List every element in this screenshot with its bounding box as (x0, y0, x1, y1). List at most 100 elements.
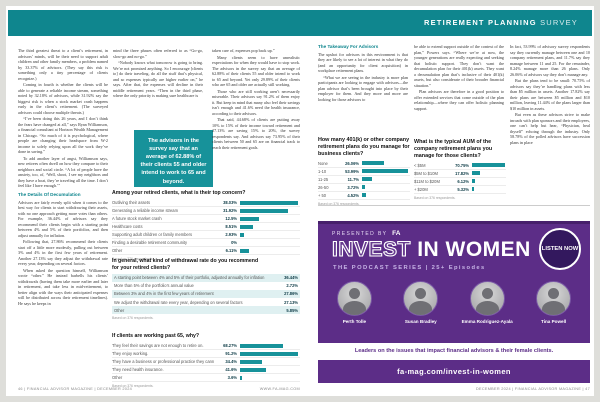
chart-row-value: 27.13% (284, 299, 298, 305)
right-column-3: In fact, 53.99% of advisory survey respo… (510, 44, 590, 146)
person-silhouette-icon (548, 288, 560, 299)
chart-row: They feel their savings are not enough t… (112, 342, 300, 350)
left-column-3: taken care of, expenses pop back up.” Man… (212, 48, 300, 151)
chart-title: How many 401(k) or other company retirem… (318, 137, 410, 157)
chart-row: Other 3.6% (112, 374, 300, 382)
chart-rows: Outliving their assets 38.03% Generating a… (112, 199, 300, 255)
article-paragraphs: taken care of, expenses pop back up.” Man… (212, 48, 300, 150)
chart-row: They have a business or professional pra… (112, 358, 300, 366)
chart-title: In general, what kind of withdrawal rate… (112, 258, 259, 271)
chart-row: They enjoy working. 91.2% (112, 350, 300, 358)
presented-by-text: PRESENTED BY (332, 231, 388, 237)
section-heading-decumulation: The Details Of Decumulation (18, 191, 81, 197)
bar-fill (240, 367, 267, 372)
ad-subtitle: THE PODCAST SERIES | 25+ Episodes (333, 265, 486, 271)
chart-row: We adjust the withdrawal rate every year… (112, 298, 300, 306)
paragraph: mind the three phases often referred to … (113, 48, 203, 59)
article-paragraphs: The third greatest threat to a client’s … (18, 48, 108, 189)
article-paragraphs: be able to extend support outside of the… (414, 44, 504, 111)
section-heading-takeaway: The Takeaway For Advisors (318, 44, 379, 49)
bar-track (362, 161, 410, 166)
chart-row: Generating a reliable income stream 31.92… (112, 207, 300, 215)
bar-fill (472, 171, 481, 176)
bar-track (240, 216, 300, 221)
paragraph: In fact, 53.99% of advisory survey respo… (510, 44, 590, 77)
bar-fill (362, 161, 385, 166)
person-silhouette-icon (409, 301, 433, 315)
bar-track (472, 187, 506, 192)
article-paragraphs: In fact, 53.99% of advisory survey respo… (510, 44, 590, 145)
chart-rows: A starting point between 4% and 5% of th… (112, 273, 300, 315)
left-column-2: mind the three phases often referred to … (113, 48, 203, 100)
chart-row-label: $5M to $10M (414, 170, 438, 176)
chart-row-label: We adjust the withdrawal rate every year… (114, 299, 243, 305)
paragraph: That said, 44.68% of clients are putting… (212, 117, 300, 150)
chart-row-label: A starting point between 4% and 5% of th… (114, 275, 265, 281)
bar-track (240, 241, 300, 245)
chart-row-value: 91.2% (225, 351, 237, 356)
speaker: Susan Bradley (391, 281, 451, 324)
bar-fill (240, 232, 245, 237)
speaker: Perth Tolle (324, 281, 384, 324)
bar-track (362, 185, 410, 190)
chart-row-label: A future stock market crash (112, 216, 162, 221)
paragraph: be able to extend support outside of the… (414, 44, 504, 88)
bar-fill (240, 359, 262, 364)
chart-row-label: Generating a reliable income stream (112, 208, 178, 213)
bar-track (240, 200, 300, 205)
magazine-spread: RETIREMENT PLANNING SURVEY The third gre… (6, 6, 594, 396)
chart-row-value: 2.72% (286, 283, 298, 289)
chart-row: 11-25 11.7% (318, 176, 410, 184)
chart-row: Supporting adult children or family memb… (112, 231, 300, 239)
chart-typical-aum: What is the typical AUM of the company r… (414, 139, 506, 200)
chart-row-label: Between 3% and 4% in the first few years… (114, 291, 214, 297)
ad-tagline: Leaders on the issues that impact financ… (318, 343, 590, 360)
bar-fill (240, 224, 253, 229)
chart-row-label: < $5M (414, 162, 426, 168)
chart-row-label: Supporting adult children or family memb… (112, 232, 193, 237)
speakers-row: Perth Tolle Susan Bradley Emma Rodriguez-A… (318, 281, 590, 324)
right-column-1: The Takeaway For Advisors The upshot for… (318, 44, 408, 103)
bar-fill (472, 179, 475, 184)
footer-website: WWW.FA-MAG.COM (259, 387, 300, 391)
chart-row-value: 36.44% (284, 275, 298, 281)
footer-left-folio: 46 | FINANCIAL ADVISOR MAGAZINE | DECEMB… (18, 387, 133, 391)
paragraph: Plan advisors are therefore in a good po… (414, 89, 504, 111)
right-column-2: be able to extend support outside of the… (414, 44, 504, 112)
bar-fill (240, 351, 298, 356)
chart-row: A future stock market crash 12.5% (112, 215, 300, 223)
listen-now-badge: LISTEN NOW (539, 228, 581, 270)
paragraph: Coming in fourth is whether the clients … (18, 82, 108, 115)
paragraph: “What we are seeing in the industry is m… (318, 74, 408, 102)
chart-row-value: 11.7% (347, 176, 359, 182)
chart-row-value: 41.6% (225, 367, 237, 372)
ad-url: fa-mag.com/invest-in-women (397, 367, 511, 376)
bar-track (240, 224, 300, 229)
bar-fill (362, 185, 366, 190)
invest-in-women-ad: PRESENTED BY FA INVEST IN WOMEN THE PODC… (318, 221, 590, 383)
chart-title: Among your retired clients, what is thei… (112, 190, 246, 196)
bar-fill (362, 193, 366, 198)
article-paragraphs: The upshot for advisors in this environm… (318, 52, 408, 103)
speaker-name: Tina Powell (540, 318, 567, 324)
bar-fill (240, 200, 298, 205)
chart-row: Other 6.11% (112, 247, 300, 255)
chart-title: What is the typical AUM of the company r… (414, 139, 493, 159)
bar-fill (472, 163, 505, 168)
paragraph: Many clients seem to have unrealistic ex… (212, 54, 300, 88)
bar-track (240, 208, 300, 213)
speaker-photo (336, 281, 372, 316)
divider-rule (318, 205, 590, 206)
chart-top-concern: Among your retired clients, what is thei… (112, 190, 300, 261)
chart-row-value: 70.75% (455, 162, 469, 168)
chart-row: Finding a desirable retirement community… (112, 239, 300, 247)
chart-row-label: Finding a desirable retirement community (112, 240, 188, 245)
ad-headline: INVEST IN WOMEN (331, 237, 531, 262)
person-silhouette-icon (481, 288, 493, 299)
chart-row-value: 34.4% (225, 359, 237, 364)
chart-rows: < $5M 70.75% $5M to $10M 17.82% $11M to $20M… (414, 162, 506, 194)
speaker: Emma Rodriguez-Ayala (457, 281, 517, 324)
chart-row-value: 5.85% (286, 307, 298, 313)
chart-row-value: 8.51% (225, 224, 237, 229)
chart-row-label: 1-10 (318, 168, 327, 174)
